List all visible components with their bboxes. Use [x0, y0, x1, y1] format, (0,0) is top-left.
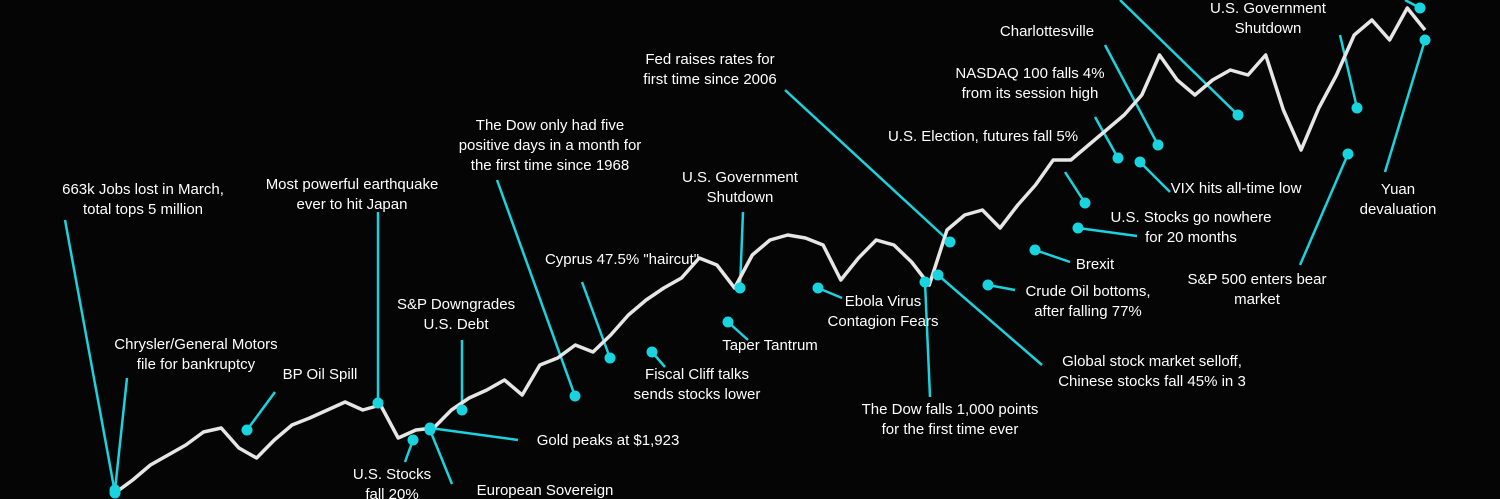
connector: [1383, 39, 1427, 173]
annotation-text: Cyprus 47.5% "haircut": [545, 251, 699, 268]
event-dot: [1072, 222, 1084, 234]
event-dot: [932, 269, 944, 281]
annotation-text: total tops 5 million: [83, 201, 203, 218]
annotation-text: Fiscal Cliff talks: [645, 366, 749, 383]
event-dot: [1342, 148, 1354, 160]
event-dot: [982, 279, 994, 291]
connector: [245, 391, 277, 431]
connector: [937, 274, 1043, 366]
annotation-text: U.S. Election, futures fall 5%: [888, 128, 1078, 145]
annotation-text: Gold peaks at $1,923: [537, 432, 680, 449]
connector: [1034, 248, 1071, 264]
annotation-text: for the first time ever: [882, 421, 1019, 438]
event-dot: [569, 390, 581, 402]
event-dot: [1232, 109, 1244, 121]
connector: [63, 219, 117, 494]
annotation-text: devaluation: [1360, 201, 1437, 218]
annotation-text: ever to hit Japan: [297, 196, 408, 213]
event-dot: [604, 352, 616, 364]
annotation-text: The Dow falls 1,000 points: [862, 401, 1039, 418]
connector: [495, 179, 577, 397]
event-dot: [241, 424, 253, 436]
annotation-text: Shutdown: [1235, 20, 1302, 37]
annotation-text: Taper Tantrum: [722, 337, 818, 354]
annotation-text: sends stocks lower: [634, 386, 761, 403]
event-dot: [1112, 152, 1124, 164]
annotation-text: Global stock market selloff,: [1062, 353, 1242, 370]
event-dot: [812, 282, 824, 294]
connector: [580, 281, 612, 359]
event-dot: [1419, 34, 1431, 46]
annotation-text: U.S. Government: [1210, 0, 1327, 17]
annotation-text: the first time since 1968: [471, 157, 629, 174]
annotation-text: The Dow only had five: [476, 117, 624, 134]
connector: [1093, 116, 1120, 159]
connectors: [63, 0, 1427, 494]
connector: [1139, 161, 1171, 193]
event-dot: [1079, 197, 1091, 209]
annotation-text: U.S. Government: [682, 169, 799, 186]
annotation-text: U.S. Debt: [423, 316, 489, 333]
annotation-text: file for bankruptcy: [137, 356, 256, 373]
event-dot: [1134, 156, 1146, 168]
annotation-text: fall 20%: [365, 486, 418, 499]
annotation-text: Yuan: [1381, 181, 1415, 198]
event-dot: [646, 346, 658, 358]
annotation-text: market: [1234, 291, 1281, 308]
annotation-text: first time since 2006: [643, 71, 776, 88]
annotation-text: Most powerful earthquake: [266, 176, 439, 193]
annotation-text: from its session high: [962, 85, 1099, 102]
annotation-text: for 20 months: [1145, 229, 1237, 246]
annotation-text: Fed raises rates for: [645, 51, 774, 68]
annotation-text: Brexit: [1076, 256, 1115, 273]
annotation-text: Ebola Virus: [845, 293, 921, 310]
connector: [429, 426, 519, 442]
event-dot: [372, 397, 384, 409]
connector: [113, 377, 129, 491]
annotation-text: Chrysler/General Motors: [114, 336, 277, 353]
annotation-text: S&P 500 enters bear: [1188, 271, 1327, 288]
connector: [1063, 171, 1087, 204]
event-dot: [109, 484, 121, 496]
annotation-text: positive days in a month for: [459, 137, 642, 154]
event-dot: [424, 422, 436, 434]
event-dot: [1029, 244, 1041, 256]
event-dot: [734, 282, 746, 294]
event-dot: [944, 236, 956, 248]
connector: [428, 429, 454, 485]
annotation-text: 663k Jobs lost in March,: [62, 181, 224, 198]
annotation-text: VIX hits all-time low: [1171, 180, 1302, 197]
annotation-text: U.S. Stocks go nowhere: [1111, 209, 1272, 226]
event-dot: [1351, 102, 1363, 114]
event-dot: [722, 316, 734, 328]
annotation-text: BP Oil Spill: [283, 366, 358, 383]
connector: [1298, 153, 1350, 266]
annotation-text: Shutdown: [707, 189, 774, 206]
connector: [1119, 0, 1239, 116]
connector: [1103, 44, 1160, 146]
annotation-text: S&P Downgrades: [397, 296, 515, 313]
annotation-text: NASDAQ 100 falls 4%: [955, 65, 1104, 82]
annotation-text: European Sovereign: [477, 482, 614, 499]
event-dot: [1414, 2, 1426, 14]
connector: [1077, 226, 1138, 238]
annotation-text: Contagion Fears: [828, 313, 939, 330]
event-dot: [919, 276, 931, 288]
event-dot: [456, 404, 468, 416]
annotation-text: Chinese stocks fall 45% in 3: [1058, 373, 1246, 390]
price-line: [113, 6, 1427, 495]
event-dot: [1152, 139, 1164, 151]
annotation-text: Charlottesville: [1000, 23, 1094, 40]
connector: [1338, 34, 1359, 109]
connector: [923, 281, 932, 398]
event-dot: [407, 434, 419, 446]
connector: [784, 89, 951, 243]
annotation-text: after falling 77%: [1034, 303, 1142, 320]
annotation-text: Crude Oil bottoms,: [1025, 283, 1150, 300]
annotation-text: U.S. Stocks: [353, 466, 431, 483]
